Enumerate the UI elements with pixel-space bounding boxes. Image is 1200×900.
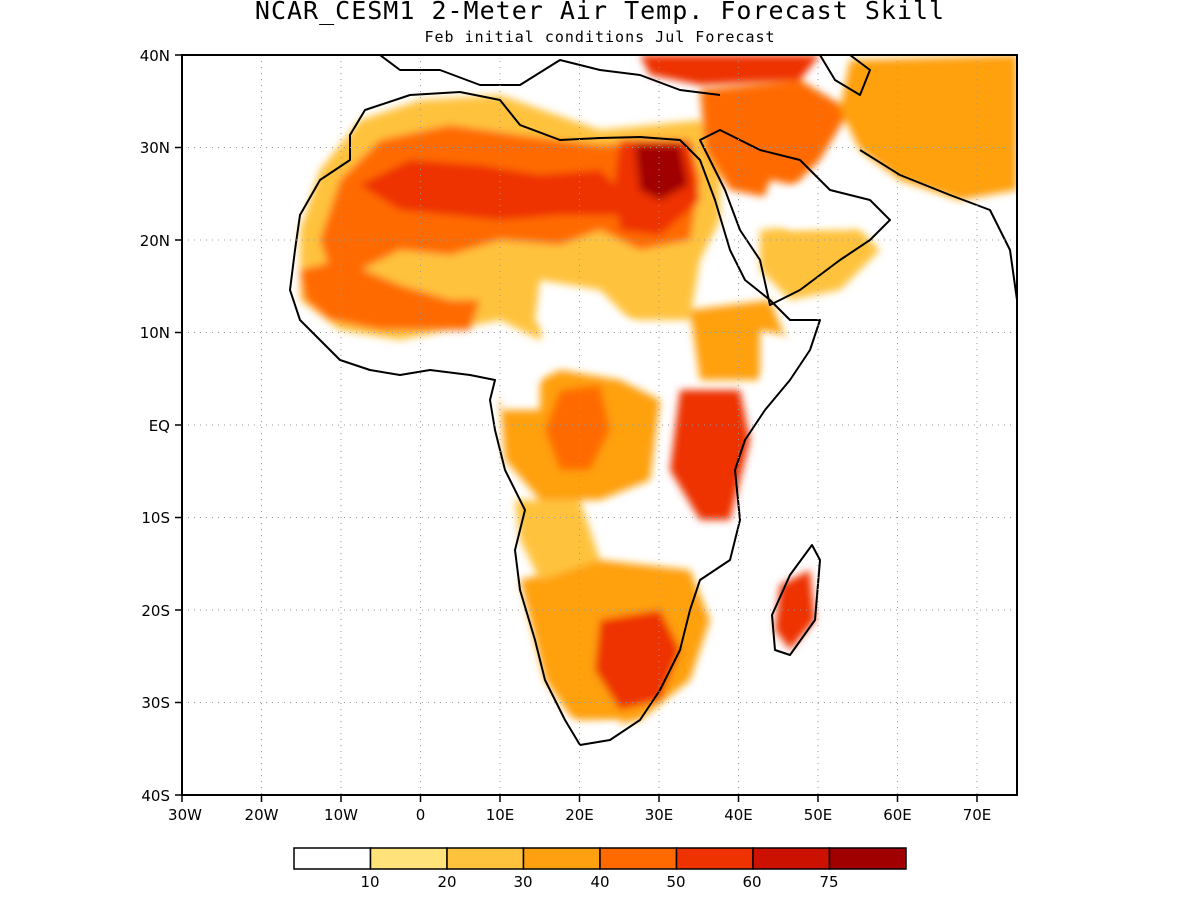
y-tick-label: 30S xyxy=(141,694,170,712)
skill-region-iran xyxy=(840,55,1017,200)
y-tick-label: 10N xyxy=(140,324,170,342)
axis-ticks xyxy=(175,54,978,802)
low-skill-areas xyxy=(495,180,880,740)
y-tick-label: 40N xyxy=(140,47,170,65)
coastline-africa xyxy=(289,91,821,746)
low-skill-gulf xyxy=(495,360,540,410)
map-panel xyxy=(182,55,1017,795)
x-tick-labels: 30W 20W 10W 0 10E 20E 30E 40E 50E 60E 70… xyxy=(168,806,991,824)
coastline-madagascar xyxy=(771,544,821,656)
colorbar-label: 50 xyxy=(666,873,685,891)
colorbar-labels: 10 20 30 40 50 60 75 xyxy=(360,873,838,891)
colorbar-swatch xyxy=(522,847,601,870)
colorbar-label: 40 xyxy=(590,873,609,891)
colorbar-label: 30 xyxy=(513,873,532,891)
colorbar-swatch xyxy=(828,847,907,870)
y-tick-label: EQ xyxy=(149,417,170,435)
colorbar-swatch xyxy=(675,847,754,870)
colorbar-swatch xyxy=(752,847,831,870)
y-tick-label: 20S xyxy=(141,602,170,620)
skill-region-east-africa xyxy=(670,390,750,520)
skill-region-sahara-high xyxy=(360,160,630,220)
skill-region-arabia-south xyxy=(760,220,880,300)
colorbar-swatch xyxy=(293,847,372,870)
colorbar-swatch xyxy=(599,847,678,870)
skill-region-west-africa xyxy=(300,260,480,330)
y-tick-label: 10S xyxy=(141,509,170,527)
x-tick-label: 50E xyxy=(804,806,833,824)
chart-subtitle: Feb initial conditions Jul Forecast xyxy=(424,28,776,46)
skill-region-congo-high xyxy=(545,385,610,470)
low-skill-somalia xyxy=(760,330,810,400)
y-tick-labels: 40N 30N 20N 10N EQ 10S 20S 30S 40S xyxy=(140,47,170,805)
low-skill-sudan xyxy=(535,280,640,360)
colorbar-swatch xyxy=(369,847,448,870)
x-tick-label: 10E xyxy=(486,806,515,824)
low-skill-arabia xyxy=(760,180,880,230)
y-tick-label: 30N xyxy=(140,139,170,157)
colorbar xyxy=(293,847,907,870)
y-tick-label: 40S xyxy=(141,787,170,805)
x-tick-label: 40E xyxy=(724,806,753,824)
coastline-caspian xyxy=(819,55,871,96)
x-tick-label: 30E xyxy=(645,806,674,824)
skill-region-levant xyxy=(700,80,850,200)
colorbar-swatch xyxy=(446,847,525,870)
coastline-europe-south xyxy=(379,55,721,96)
skill-field xyxy=(300,55,1017,730)
colorbar-label: 20 xyxy=(437,873,456,891)
colorbar-label: 60 xyxy=(742,873,761,891)
x-tick-label: 60E xyxy=(883,806,912,824)
colorbar-label: 10 xyxy=(360,873,379,891)
x-tick-label: 10W xyxy=(324,806,358,824)
x-tick-label: 20W xyxy=(245,806,279,824)
coastlines xyxy=(289,55,1017,746)
skill-region-egypt-core xyxy=(635,145,688,200)
x-tick-label: 30W xyxy=(168,806,202,824)
x-tick-label: 70E xyxy=(963,806,992,824)
colorbar-label: 75 xyxy=(819,873,838,891)
chart-title: NCAR_CESM1 2-Meter Air Temp. Forecast Sk… xyxy=(254,0,946,25)
skill-region-angola xyxy=(515,500,600,580)
coastline-iran xyxy=(859,149,1017,301)
y-tick-label: 20N xyxy=(140,232,170,250)
x-tick-label: 20E xyxy=(565,806,594,824)
low-skill-cape xyxy=(560,720,620,740)
skill-region-north-edge xyxy=(640,55,820,85)
x-tick-label: 0 xyxy=(416,806,426,824)
